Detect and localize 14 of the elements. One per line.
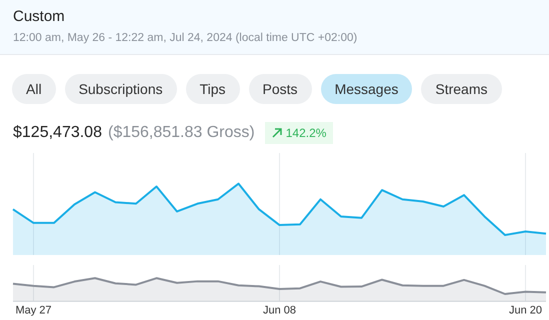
chart-title: Custom — [13, 8, 65, 25]
x-tick-label: May 27 — [15, 304, 52, 316]
text: Messages — [320, 74, 412, 104]
text: Posts — [248, 74, 312, 104]
text: Streams — [421, 74, 502, 104]
text: Subscriptions — [64, 74, 177, 104]
text: ($156,851.83 Gross) — [108, 124, 255, 142]
x-tick-label: Jun 08 — [262, 304, 296, 316]
text: All — [12, 74, 56, 104]
text: Tips — [186, 74, 240, 104]
chart-subtitle: 12:00 am, May 26 - 12:22 am, Jul 24, 2024 (local time UTC +02:00) — [13, 32, 358, 44]
text: 142.2% — [286, 126, 326, 140]
text: $125,473.08 — [13, 124, 102, 142]
x-tick-label: Jun 20 — [508, 304, 542, 316]
